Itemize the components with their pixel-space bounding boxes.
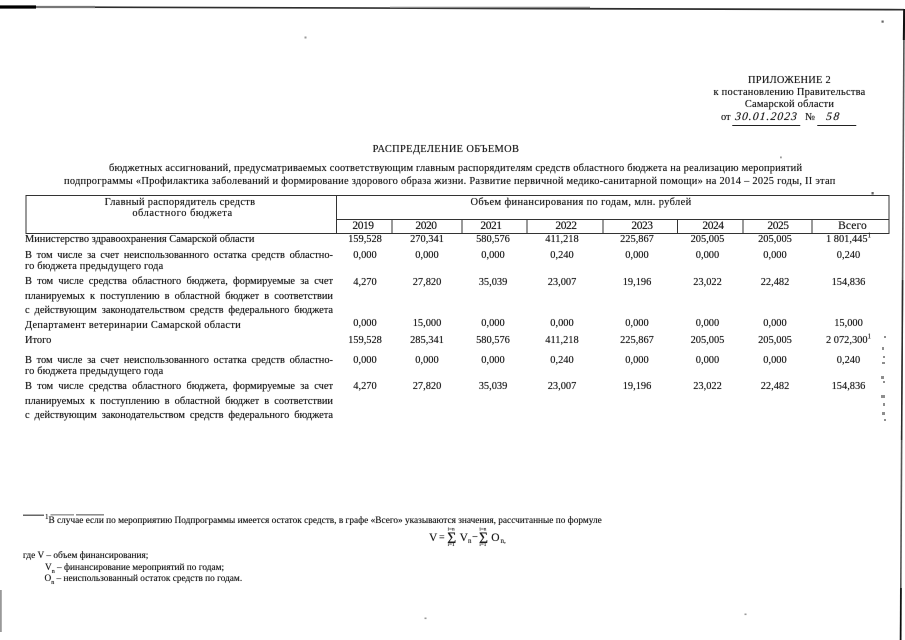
svg-text:O: O [491,532,499,544]
svg-text:−: − [472,532,478,543]
svg-text:V: V [429,532,438,544]
svg-text:i=n: i=n [448,527,455,533]
svg-text:i=n: i=n [479,527,486,533]
svg-text:V: V [460,532,469,544]
svg-text:n,: n, [501,537,507,545]
svg-text:Σ: Σ [447,530,456,547]
svg-text:=: = [439,533,445,544]
svg-text:n: n [468,537,472,545]
svg-text:i=1: i=1 [479,542,486,548]
svg-text:Σ: Σ [479,530,488,547]
svg-text:i=1: i=1 [448,542,455,548]
